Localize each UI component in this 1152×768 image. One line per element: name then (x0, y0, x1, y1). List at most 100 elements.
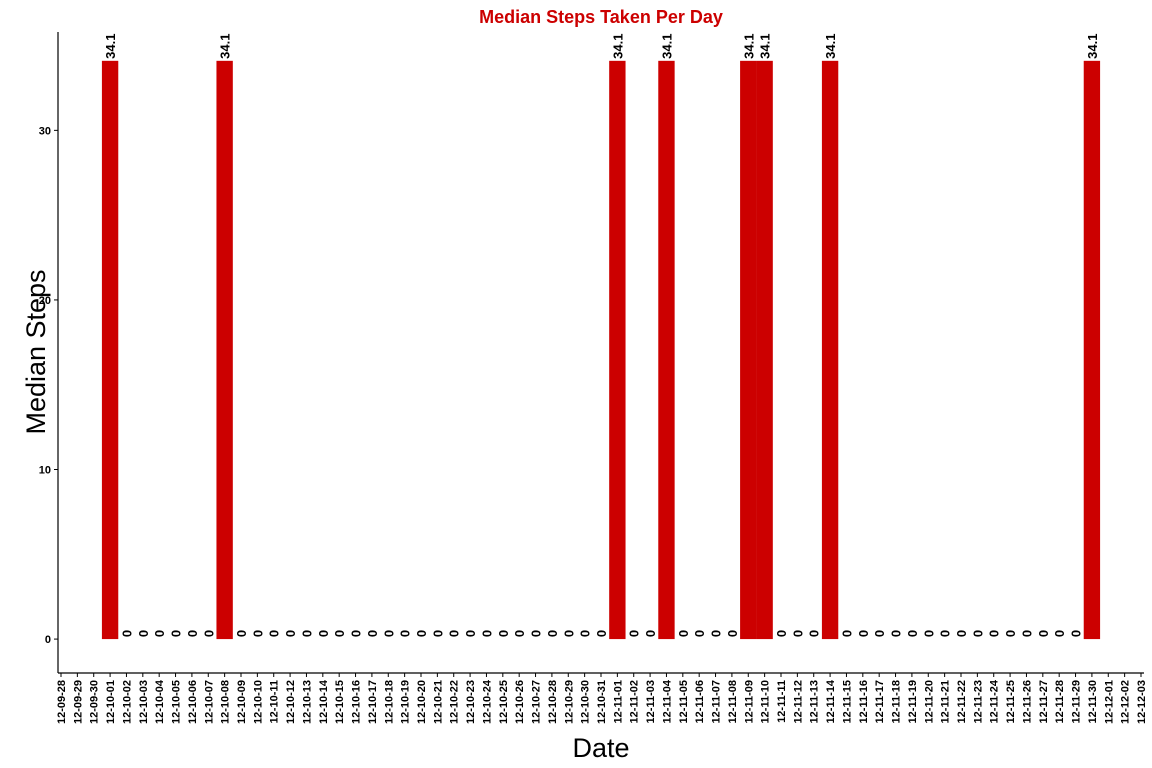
x-axis-title: Date (572, 733, 629, 763)
x-tick-label: 12-11-25 (1005, 680, 1017, 723)
x-tick-label: 12-10-22 (449, 680, 461, 724)
x-tick-label: 12-10-09 (236, 680, 248, 724)
x-tick-label: 12-11-12 (792, 680, 804, 723)
x-tick-label: 12-10-15 (334, 680, 346, 724)
bar (756, 60, 773, 640)
x-tick-label: 12-12-02 (1120, 680, 1132, 724)
x-tick-label: 12-09-28 (56, 680, 68, 724)
bar-value-label: 34.1 (1085, 34, 1100, 59)
x-tick-label: 12-10-12 (285, 680, 297, 724)
x-tick-label: 12-11-27 (1038, 680, 1050, 723)
bar-value-label: 34.1 (218, 34, 233, 59)
bar-value-label: 0 (692, 630, 707, 637)
x-tick-label: 12-11-17 (874, 680, 886, 723)
bar-value-label: 0 (414, 630, 429, 637)
x-tick-label: 12-10-16 (351, 680, 363, 724)
bars-group (101, 60, 1101, 640)
x-tick-label: 12-11-06 (694, 680, 706, 723)
bar-value-label: 0 (954, 630, 969, 637)
bar (1083, 60, 1101, 640)
bar-value-label: 0 (643, 630, 658, 637)
x-tick-label: 12-09-29 (72, 680, 84, 724)
bar-value-label: 0 (479, 630, 494, 637)
bar-value-label: 34.1 (741, 34, 756, 59)
bar-value-label: 0 (283, 630, 298, 637)
bar (609, 60, 626, 640)
x-tick-label: 12-10-10 (252, 680, 264, 724)
bar-value-label: 0 (627, 630, 642, 637)
bar-value-label: 0 (496, 630, 511, 637)
x-tick-label: 12-10-28 (547, 680, 559, 724)
bar-value-label: 0 (1003, 630, 1018, 637)
x-tick-label: 12-10-19 (400, 680, 412, 724)
bar-value-label: 0 (872, 630, 887, 637)
y-axis-ticks: 0 10 20 30 (39, 125, 58, 646)
x-tick-label: 12-11-04 (661, 679, 673, 723)
bar-value-label: 0 (1036, 630, 1051, 637)
x-tick-label: 12-10-21 (432, 680, 444, 724)
x-tick-label: 12-10-14 (318, 679, 330, 724)
x-tick-label: 12-10-07 (203, 680, 215, 724)
bar-value-label: 0 (152, 630, 167, 637)
y-tick-label: 0 (45, 634, 51, 646)
bar-value-label: 0 (1069, 630, 1084, 637)
x-tick-label: 12-11-30 (1087, 680, 1099, 723)
bar (216, 60, 233, 640)
x-tick-label: 12-11-29 (1071, 680, 1083, 723)
x-tick-label: 12-10-20 (416, 680, 428, 724)
bar-value-label: 0 (676, 630, 691, 637)
bar-value-label: 34.1 (758, 34, 773, 59)
x-tick-label: 12-10-03 (138, 680, 150, 724)
x-tick-label: 12-11-03 (645, 680, 657, 723)
bar-value-label: 0 (987, 630, 1002, 637)
x-tick-label: 12-11-28 (1054, 680, 1066, 723)
bar-value-label: 34.1 (610, 34, 625, 59)
bar-value-label: 0 (938, 630, 953, 637)
bar-value-label: 0 (250, 630, 265, 637)
bar-value-label: 0 (381, 630, 396, 637)
bar-value-label: 34.1 (659, 34, 674, 59)
x-tick-label: 12-11-22 (956, 680, 968, 723)
x-tick-label: 12-10-23 (465, 680, 477, 724)
x-tick-label: 12-11-18 (891, 680, 903, 723)
bar-value-label: 0 (365, 630, 380, 637)
y-tick-label: 30 (39, 125, 51, 137)
x-tick-label: 12-10-04 (154, 679, 166, 724)
x-tick-label: 12-10-27 (531, 680, 543, 724)
bar-value-label: 0 (790, 630, 805, 637)
bar-value-label: 0 (398, 630, 413, 637)
x-tick-label: 12-10-17 (367, 680, 379, 724)
x-tick-label: 12-11-01 (612, 680, 624, 723)
bar-value-label: 34.1 (103, 34, 118, 59)
x-tick-label: 12-11-09 (743, 680, 755, 723)
x-tick-label: 12-10-01 (105, 680, 117, 724)
bar-value-label: 0 (136, 630, 151, 637)
x-tick-label: 12-11-19 (907, 680, 919, 723)
x-tick-label: 12-11-05 (678, 680, 690, 723)
x-tick-label: 12-10-31 (596, 680, 608, 724)
bar-value-label: 0 (299, 630, 314, 637)
bar (821, 60, 839, 640)
x-tick-label: 12-11-08 (727, 680, 739, 723)
bar-value-label: 0 (267, 630, 282, 637)
x-tick-label: 12-10-11 (269, 680, 281, 723)
bar-value-label: 0 (774, 630, 789, 637)
x-tick-label: 12-10-30 (580, 680, 592, 724)
bar-value-label: 34.1 (823, 34, 838, 59)
x-tick-label: 12-11-16 (858, 680, 870, 723)
bar-value-label: 0 (905, 630, 920, 637)
x-tick-label: 12-11-07 (711, 680, 723, 723)
x-tick-label: 12-11-23 (972, 680, 984, 723)
x-tick-label: 12-11-11 (776, 680, 788, 723)
x-tick-label: 12-11-10 (760, 680, 772, 723)
x-tick-label: 12-10-06 (187, 680, 199, 724)
bar-value-label: 0 (201, 630, 216, 637)
x-tick-label: 12-11-15 (841, 680, 853, 723)
x-tick-label: 12-12-03 (1136, 680, 1148, 724)
bar-value-label: 0 (463, 630, 478, 637)
y-axis-title: Median Steps (21, 269, 51, 434)
bar-value-label: 0 (185, 630, 200, 637)
bar-value-label: 0 (594, 630, 609, 637)
bar-value-label: 0 (349, 630, 364, 637)
bar-value-label: 0 (234, 630, 249, 637)
